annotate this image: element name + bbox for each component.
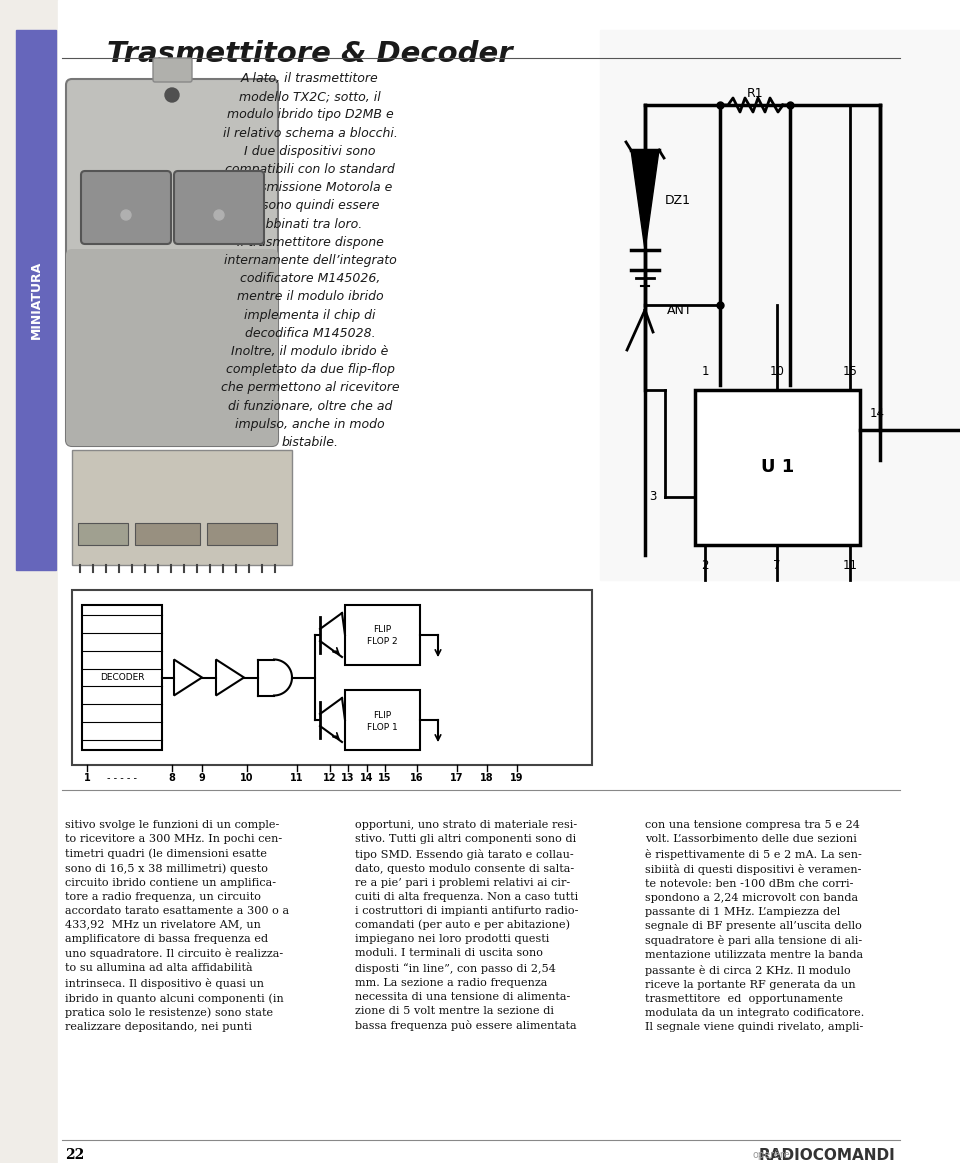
Text: 3: 3 [650, 491, 657, 504]
Text: 7: 7 [773, 559, 780, 572]
Text: 8: 8 [169, 773, 176, 783]
Text: sitivo svolge le funzioni di un comple-
to ricevitore a 300 MHz. In pochi cen-
t: sitivo svolge le funzioni di un comple- … [65, 820, 289, 1033]
FancyBboxPatch shape [153, 58, 192, 83]
Bar [345, 605, 420, 665]
Bar [78, 523, 128, 545]
Text: 18: 18 [480, 773, 493, 783]
Text: 12: 12 [324, 773, 337, 783]
Text: R1: R1 [747, 87, 763, 100]
Text: 1: 1 [701, 365, 708, 378]
Text: 10: 10 [770, 365, 784, 378]
Text: 11: 11 [290, 773, 303, 783]
Bar [345, 690, 420, 750]
Text: MINIATURA: MINIATURA [30, 261, 42, 340]
Text: RADIOCOMANDI: RADIOCOMANDI [758, 1148, 895, 1163]
Bar [600, 30, 960, 580]
Text: 2: 2 [701, 559, 708, 572]
Text: 15: 15 [843, 365, 857, 378]
Bar [72, 590, 592, 765]
Circle shape [214, 211, 224, 220]
Text: 10: 10 [240, 773, 253, 783]
Text: 14: 14 [870, 407, 885, 420]
Bar [695, 390, 860, 545]
Text: operère: operère [753, 1150, 790, 1161]
Text: DZ1: DZ1 [665, 193, 691, 207]
Polygon shape [631, 150, 659, 250]
Text: - - - - -: - - - - - [107, 773, 137, 783]
Bar [16, 30, 56, 570]
Circle shape [121, 211, 131, 220]
Text: 17: 17 [450, 773, 464, 783]
Text: U 1: U 1 [761, 458, 794, 477]
Text: 22: 22 [65, 1148, 84, 1162]
Text: FLIP: FLIP [373, 626, 392, 635]
Text: ANT: ANT [667, 304, 692, 316]
Text: Trasmettitore & Decoder: Trasmettitore & Decoder [108, 40, 513, 67]
Text: 9: 9 [199, 773, 205, 783]
Text: 1: 1 [84, 773, 90, 783]
Bar [135, 523, 200, 545]
Bar [72, 450, 292, 565]
FancyBboxPatch shape [174, 171, 264, 244]
Text: 14: 14 [360, 773, 373, 783]
Text: A lato, il trasmettitore
modello TX2C; sotto, il
modulo ibrido tipo D2MB e
il re: A lato, il trasmettitore modello TX2C; s… [221, 72, 399, 449]
Text: 13: 13 [341, 773, 355, 783]
Text: DECODER: DECODER [100, 673, 144, 682]
Bar [82, 605, 162, 750]
Text: opportuni, uno strato di materiale resi-
stivo. Tutti gli altri componenti sono : opportuni, uno strato di materiale resi-… [355, 820, 578, 1032]
Text: 15: 15 [378, 773, 392, 783]
Text: 19: 19 [511, 773, 524, 783]
Bar [207, 523, 277, 545]
Text: con una tensione compresa tra 5 e 24
volt. L’assorbimento delle due sezioni
è ri: con una tensione compresa tra 5 e 24 vol… [645, 820, 864, 1032]
Text: 16: 16 [410, 773, 423, 783]
Text: FLOP 1: FLOP 1 [367, 722, 397, 732]
Text: FLIP: FLIP [373, 711, 392, 720]
Circle shape [165, 88, 179, 102]
FancyBboxPatch shape [66, 79, 278, 445]
Text: 11: 11 [843, 559, 857, 572]
Text: FLOP 2: FLOP 2 [367, 637, 397, 647]
FancyBboxPatch shape [66, 249, 278, 445]
FancyBboxPatch shape [81, 171, 171, 244]
